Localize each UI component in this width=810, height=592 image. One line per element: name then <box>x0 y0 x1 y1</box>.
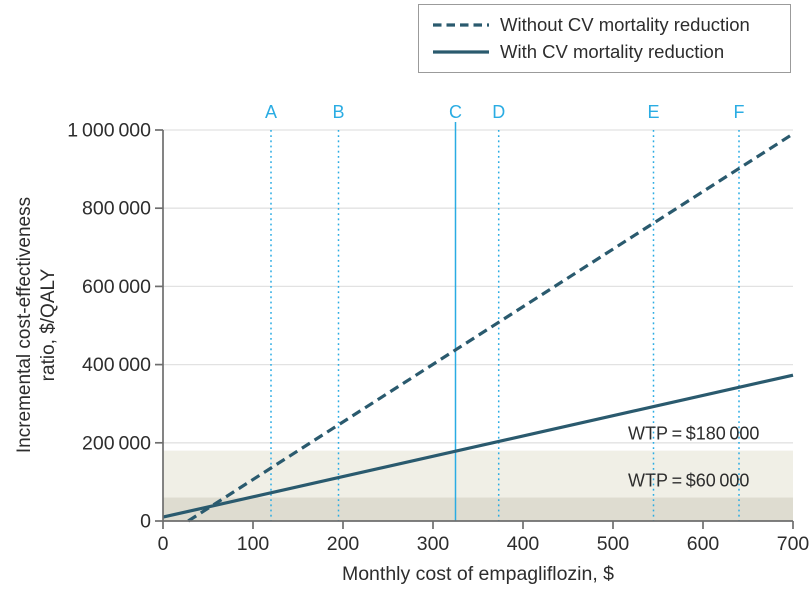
x-tick-label-300: 300 <box>417 533 450 555</box>
y-tick-label-1000000: 1 000 000 <box>67 120 151 142</box>
scenario-letter-E: E <box>647 102 659 122</box>
y-axis-title-line1: Incremental cost-effectiveness <box>14 196 35 454</box>
solid-line-swatch <box>433 50 489 54</box>
x-tick-label-400: 400 <box>507 533 540 555</box>
legend-item-without-cv: Without CV mortality reduction <box>432 14 790 36</box>
legend-item-with-cv: With CV mortality reduction <box>432 41 790 63</box>
y-tick-label-400000: 400 000 <box>82 354 151 376</box>
y-tick-label-200000: 200 000 <box>82 432 151 454</box>
x-tick-label-0: 0 <box>158 533 169 555</box>
wtp-label-60000: WTP = $60 000 <box>628 471 749 491</box>
y-axis-title: Incremental cost-effectiveness ratio, $/… <box>13 197 61 453</box>
scenario-letter-A: A <box>265 102 277 122</box>
wtp-band-60000 <box>163 497 793 521</box>
legend-label-with-cv: With CV mortality reduction <box>500 41 725 62</box>
legend: Without CV mortality reduction With CV m… <box>418 4 791 73</box>
scenario-letter-D: D <box>492 102 505 122</box>
x-tick-label-700: 700 <box>777 533 810 555</box>
y-tick-label-0: 0 <box>140 511 151 533</box>
scenario-letter-F: F <box>734 102 745 122</box>
y-axis-title-line2: ratio, $/QALY <box>38 268 59 382</box>
x-tick-label-600: 600 <box>687 533 720 555</box>
x-tick-label-100: 100 <box>237 533 270 555</box>
series-line-with-cv <box>162 373 794 519</box>
x-axis-title: Monthly cost of empagliflozin, $ <box>341 563 615 585</box>
y-tick-label-600000: 600 000 <box>82 276 151 298</box>
x-tick-label-200: 200 <box>327 533 360 555</box>
scenario-letter-C: C <box>449 102 462 122</box>
legend-label-without-cv: Without CV mortality reduction <box>500 14 750 35</box>
dashed-line-swatch <box>433 23 489 27</box>
wtp-label-180000: WTP = $180 000 <box>628 424 759 444</box>
y-tick-label-800000: 800 000 <box>82 198 151 220</box>
scenario-letter-B: B <box>332 102 344 122</box>
x-tick-label-500: 500 <box>597 533 630 555</box>
